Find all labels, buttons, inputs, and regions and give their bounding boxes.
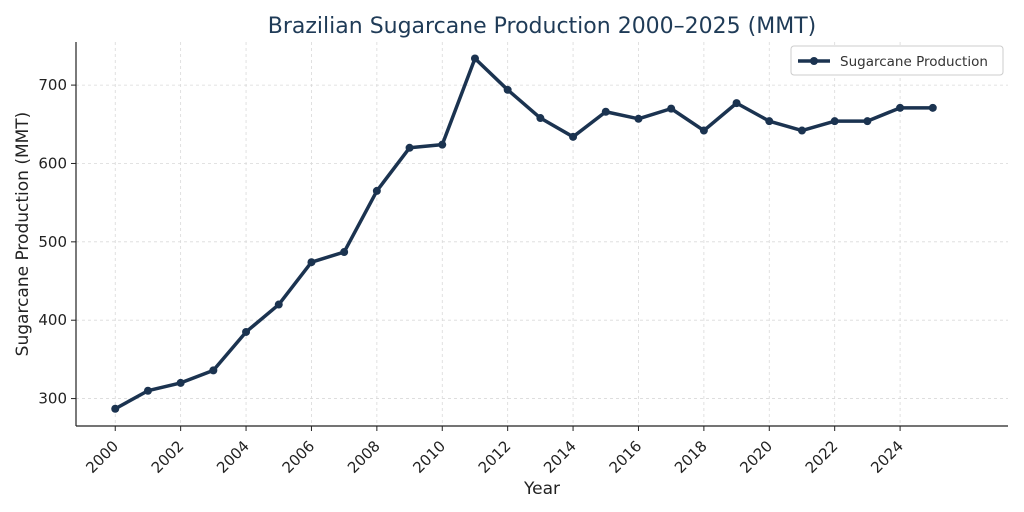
data-point-2022 [830,117,839,126]
data-point-2006 [307,258,316,267]
x-tick-label-2004: 2004 [213,437,253,477]
data-point-2013 [536,114,545,123]
x-tick-label-2018: 2018 [671,437,711,477]
data-point-2017 [667,104,676,113]
series-layer [111,54,937,413]
data-point-2001 [143,386,152,395]
y-tick-label-600: 600 [38,154,67,172]
x-tick-label-2010: 2010 [409,437,449,477]
axes: 2000 2002 2004 2006 2008 2010 2012 2014 2016 2018… [38,42,1008,477]
data-point-2023 [863,117,872,126]
data-point-2015 [601,107,610,116]
data-point-2018 [699,126,708,135]
data-point-2016 [634,114,643,123]
x-tick-label-2002: 2002 [148,437,188,477]
data-point-2004 [242,327,251,336]
data-point-2008 [372,186,381,195]
data-point-2024 [896,103,905,112]
data-point-2007 [340,248,349,257]
chart-title: Brazilian Sugarcane Production 2000–2025… [268,14,816,39]
x-tick-label-2008: 2008 [344,437,384,477]
data-point-2021 [797,126,806,135]
x-tick-label-2006: 2006 [279,437,319,477]
data-point-2019 [732,99,741,108]
x-tick-label-2020: 2020 [736,437,776,477]
data-point-2005 [274,300,283,309]
data-point-2002 [176,378,185,387]
data-point-2012 [503,85,512,94]
data-point-2010 [438,140,447,149]
data-point-2011 [470,54,479,63]
data-point-2014 [569,132,578,141]
x-tick-label-2016: 2016 [606,437,646,477]
x-tick-label-2000: 2000 [82,437,122,477]
y-axis-label: Sugarcane Production (MMT) [13,112,33,357]
legend-box [790,45,1004,76]
x-tick-label-2012: 2012 [475,437,515,477]
data-point-2020 [765,117,774,126]
x-axis-label: Year [523,479,560,499]
y-tick-label-500: 500 [38,233,67,251]
x-tick-label-2014: 2014 [540,437,580,477]
y-tick-label-700: 700 [38,76,67,94]
legend: Sugarcane Production [790,45,1004,76]
legend-label: Sugarcane Production [840,54,988,70]
data-point-2009 [405,143,414,152]
x-tick-label-2022: 2022 [802,437,842,477]
series-line-0 [113,56,935,411]
data-point-2003 [209,366,218,375]
y-tick-label-400: 400 [38,311,67,329]
y-tick-label-300: 300 [38,390,67,408]
gridlines [76,42,1008,426]
data-point-2025 [928,103,937,112]
x-tick-label-2024: 2024 [867,437,907,477]
legend-marker-sample [810,57,818,65]
data-point-2000 [111,404,120,413]
